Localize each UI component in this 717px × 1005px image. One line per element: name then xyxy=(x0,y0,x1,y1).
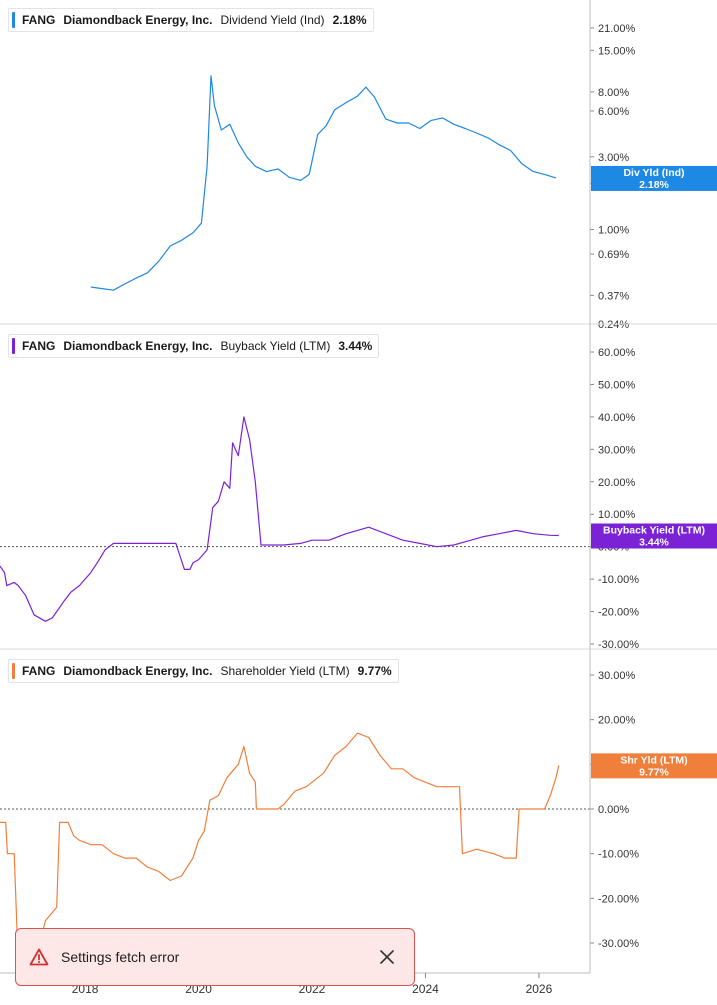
shareholder-value-badge-label: Shr Yld (LTM) xyxy=(620,754,687,766)
warning-triangle-icon xyxy=(29,948,49,966)
shareholder-value-badge-bg xyxy=(591,753,717,779)
buyback-y-tick-label: -10.00% xyxy=(598,574,639,586)
dividend-y-tick-label: 0.24% xyxy=(598,319,629,331)
shareholder-y-tick-label: -20.00% xyxy=(598,893,639,905)
shareholder-legend: FANG Diamondback Energy, Inc. Shareholde… xyxy=(8,659,399,683)
shareholder-y-tick-label: 30.00% xyxy=(598,670,636,682)
dividend-y-tick-label: 8.00% xyxy=(598,87,629,99)
shareholder-series-line xyxy=(0,732,560,953)
shareholder-legend-swatch xyxy=(12,663,15,679)
dividend-y-tick-label: 1.00% xyxy=(598,225,629,237)
dividend-legend-metric: Dividend Yield (Ind) xyxy=(220,13,325,27)
shareholder-y-tick-label: 20.00% xyxy=(598,715,636,727)
buyback-legend-company: Diamondback Energy, Inc. xyxy=(63,339,213,353)
dividend-y-tick-label: 3.00% xyxy=(598,152,629,164)
buyback-legend-value: 3.44% xyxy=(338,339,373,353)
shareholder-value-badge: Shr Yld (LTM)9.77% xyxy=(591,753,717,779)
dividend-value-badge-value: 2.18% xyxy=(639,179,669,191)
buyback-legend-metric: Buyback Yield (LTM) xyxy=(220,339,331,353)
buyback-y-tick-label: 60.00% xyxy=(598,347,636,359)
dividend-legend: FANG Diamondback Energy, Inc. Dividend Y… xyxy=(8,8,374,32)
dividend-legend-ticker: FANG xyxy=(22,13,56,27)
toast-message: Settings fetch error xyxy=(61,949,180,965)
dividend-y-tick-label: 0.69% xyxy=(598,249,629,261)
dividend-legend-company: Diamondback Energy, Inc. xyxy=(63,13,213,27)
close-icon[interactable] xyxy=(378,948,396,966)
buyback-value-badge-label: Buyback Yield (LTM) xyxy=(603,525,705,537)
shareholder-legend-metric: Shareholder Yield (LTM) xyxy=(220,664,350,678)
x-tick-label: 2026 xyxy=(526,982,553,996)
shareholder-legend-value: 9.77% xyxy=(357,664,392,678)
dividend-y-tick-label: 6.00% xyxy=(598,106,629,118)
buyback-legend-ticker: FANG xyxy=(22,339,56,353)
buyback-value-badge-bg xyxy=(591,523,717,549)
buyback-y-tick-label: -20.00% xyxy=(598,607,639,619)
buyback-legend: FANG Diamondback Energy, Inc. Buyback Yi… xyxy=(8,334,380,358)
buyback-value-badge-value: 3.44% xyxy=(639,537,669,549)
buyback-y-tick-label: 40.00% xyxy=(598,412,636,424)
dividend-legend-value: 2.18% xyxy=(332,13,367,27)
buyback-value-badge: Buyback Yield (LTM)3.44% xyxy=(591,523,717,549)
shareholder-y-tick-label: -30.00% xyxy=(598,938,639,950)
dividend-series-line xyxy=(90,75,557,291)
buyback-y-tick-label: -30.00% xyxy=(598,639,639,651)
dividend-y-tick-label: 21.00% xyxy=(598,23,636,35)
dividend-y-tick-label: 0.37% xyxy=(598,290,629,302)
shareholder-value-badge-value: 9.77% xyxy=(639,766,669,778)
buyback-legend-swatch xyxy=(12,338,15,354)
x-tick-label: 2024 xyxy=(412,982,439,996)
dividend-value-badge-bg xyxy=(591,165,717,191)
dividend-value-badge: Div Yld (Ind)2.18% xyxy=(591,165,717,191)
shareholder-legend-company: Diamondback Energy, Inc. xyxy=(63,664,213,678)
buyback-y-tick-label: 20.00% xyxy=(598,477,636,489)
shareholder-y-tick-label: 0.00% xyxy=(598,804,629,816)
buyback-y-tick-label: 30.00% xyxy=(598,444,636,456)
buyback-series-line xyxy=(0,416,559,622)
shareholder-y-tick-label: -10.00% xyxy=(598,849,639,861)
error-toast: Settings fetch error xyxy=(15,928,415,986)
dividend-value-badge-label: Div Yld (Ind) xyxy=(623,167,684,179)
buyback-y-tick-label: 50.00% xyxy=(598,379,636,391)
buyback-y-tick-label: 10.00% xyxy=(598,509,636,521)
shareholder-legend-ticker: FANG xyxy=(22,664,56,678)
dividend-legend-swatch xyxy=(12,12,15,28)
dividend-y-tick-label: 15.00% xyxy=(598,45,636,57)
